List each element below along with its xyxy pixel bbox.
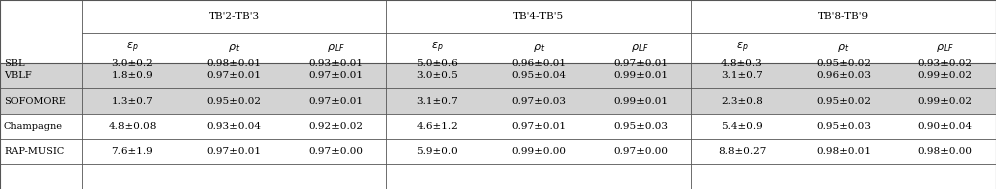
Text: TB'2-TB'3: TB'2-TB'3 xyxy=(208,12,260,21)
Text: 0.97±0.00: 0.97±0.00 xyxy=(613,147,668,156)
Text: $\rho_t$: $\rho_t$ xyxy=(838,42,850,54)
Text: $\rho_{LF}$: $\rho_{LF}$ xyxy=(936,42,954,54)
Text: $\rho_t$: $\rho_t$ xyxy=(533,42,545,54)
Text: 0.99±0.01: 0.99±0.01 xyxy=(613,71,668,80)
Text: SOFOMORE: SOFOMORE xyxy=(4,97,66,105)
Bar xyxy=(0,63,996,88)
Text: 2.3±0.8: 2.3±0.8 xyxy=(721,97,763,105)
Text: 0.92±0.02: 0.92±0.02 xyxy=(308,122,364,131)
Text: 0.97±0.01: 0.97±0.01 xyxy=(511,122,567,131)
Text: 0.98±0.01: 0.98±0.01 xyxy=(816,147,872,156)
Text: 0.97±0.01: 0.97±0.01 xyxy=(308,97,364,105)
Text: $\rho_t$: $\rho_t$ xyxy=(228,42,240,54)
Text: 0.93±0.02: 0.93±0.02 xyxy=(917,59,973,68)
Text: 0.97±0.01: 0.97±0.01 xyxy=(206,147,262,156)
Text: 0.99±0.02: 0.99±0.02 xyxy=(917,71,973,80)
Text: 5.4±0.9: 5.4±0.9 xyxy=(721,122,763,131)
Text: TB'8-TB'9: TB'8-TB'9 xyxy=(818,12,870,21)
Text: 0.95±0.02: 0.95±0.02 xyxy=(816,97,872,105)
Text: 0.95±0.03: 0.95±0.03 xyxy=(613,122,668,131)
Text: 3.1±0.7: 3.1±0.7 xyxy=(721,71,763,80)
Text: 0.97±0.01: 0.97±0.01 xyxy=(613,59,668,68)
Text: VBLF: VBLF xyxy=(4,71,32,80)
Text: 5.0±0.6: 5.0±0.6 xyxy=(416,59,458,68)
Text: 0.97±0.00: 0.97±0.00 xyxy=(308,147,364,156)
Text: 4.6±1.2: 4.6±1.2 xyxy=(416,122,458,131)
Text: 0.93±0.01: 0.93±0.01 xyxy=(308,59,364,68)
Text: 0.93±0.04: 0.93±0.04 xyxy=(206,122,262,131)
Text: 0.95±0.02: 0.95±0.02 xyxy=(206,97,262,105)
Text: 0.96±0.03: 0.96±0.03 xyxy=(816,71,872,80)
Text: SBL: SBL xyxy=(4,59,25,68)
Text: 3.0±0.5: 3.0±0.5 xyxy=(416,71,458,80)
Text: 1.8±0.9: 1.8±0.9 xyxy=(112,71,153,80)
Text: RAP-MUSIC: RAP-MUSIC xyxy=(4,147,64,156)
Text: 7.6±1.9: 7.6±1.9 xyxy=(112,147,153,156)
Text: $\rho_{LF}$: $\rho_{LF}$ xyxy=(631,42,649,54)
Text: $\varepsilon_p$: $\varepsilon_p$ xyxy=(126,41,138,55)
Text: $\rho_{LF}$: $\rho_{LF}$ xyxy=(327,42,345,54)
Text: 0.95±0.03: 0.95±0.03 xyxy=(816,122,872,131)
Text: 0.97±0.01: 0.97±0.01 xyxy=(308,71,364,80)
Text: 0.96±0.01: 0.96±0.01 xyxy=(511,59,567,68)
Text: TB'4-TB'5: TB'4-TB'5 xyxy=(513,12,565,21)
Text: 4.8±0.08: 4.8±0.08 xyxy=(109,122,156,131)
Text: $\varepsilon_p$: $\varepsilon_p$ xyxy=(736,41,748,55)
Text: 4.8±0.3: 4.8±0.3 xyxy=(721,59,763,68)
Text: 0.98±0.01: 0.98±0.01 xyxy=(206,59,262,68)
Text: 0.97±0.03: 0.97±0.03 xyxy=(511,97,567,105)
Text: Champagne: Champagne xyxy=(4,122,63,131)
Text: 1.3±0.7: 1.3±0.7 xyxy=(112,97,153,105)
Text: 3.1±0.7: 3.1±0.7 xyxy=(416,97,458,105)
Text: 3.0±0.2: 3.0±0.2 xyxy=(112,59,153,68)
Text: 0.95±0.02: 0.95±0.02 xyxy=(816,59,872,68)
Text: 8.8±0.27: 8.8±0.27 xyxy=(718,147,766,156)
Text: 0.99±0.01: 0.99±0.01 xyxy=(613,97,668,105)
Bar xyxy=(0,88,996,114)
Text: 0.90±0.04: 0.90±0.04 xyxy=(917,122,973,131)
Text: $\varepsilon_p$: $\varepsilon_p$ xyxy=(431,41,443,55)
Text: 0.99±0.00: 0.99±0.00 xyxy=(511,147,567,156)
Text: 0.99±0.02: 0.99±0.02 xyxy=(917,97,973,105)
Text: 0.98±0.00: 0.98±0.00 xyxy=(917,147,973,156)
Text: 0.97±0.01: 0.97±0.01 xyxy=(206,71,262,80)
Text: 0.95±0.04: 0.95±0.04 xyxy=(511,71,567,80)
Text: 5.9±0.0: 5.9±0.0 xyxy=(416,147,458,156)
